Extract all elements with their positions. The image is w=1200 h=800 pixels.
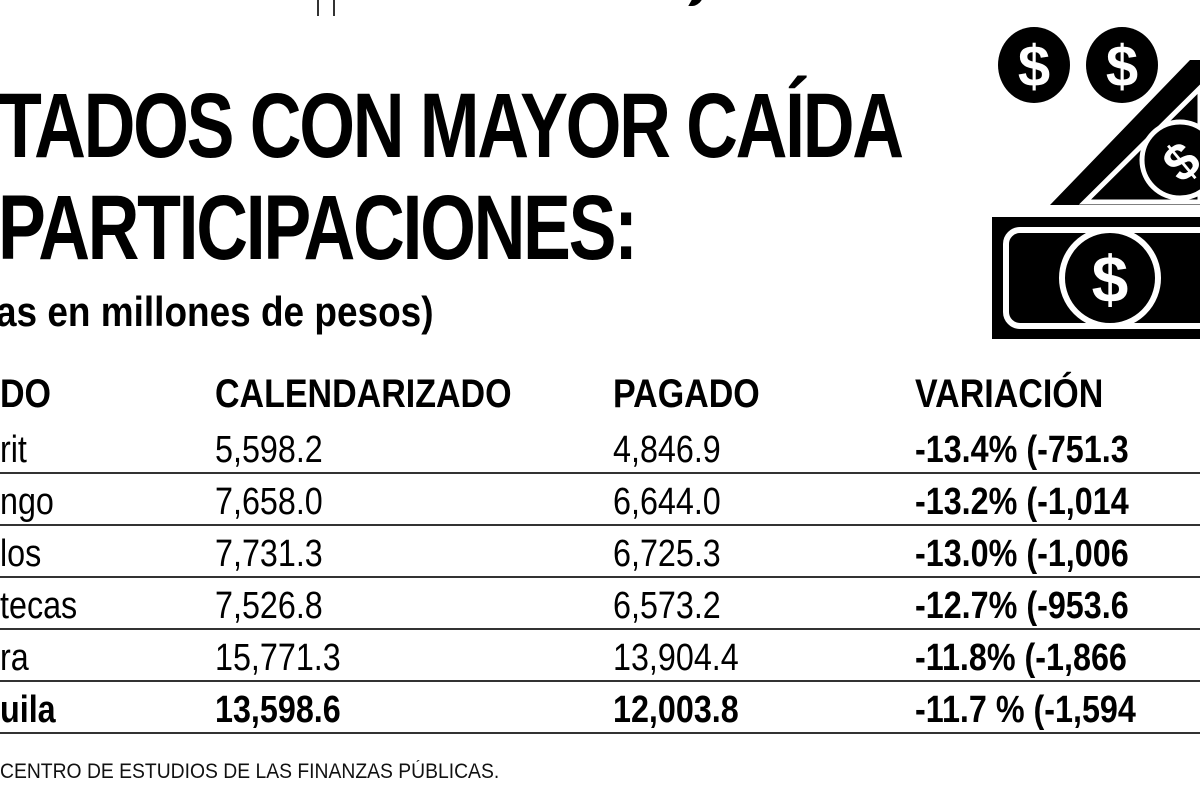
participaciones-table: DO CALENDARIZADO PAGADO VARIACIÓN rit 5,… (0, 355, 1200, 734)
cell-variacion: -13.4% (-751.3 (915, 417, 1200, 474)
cell-variacion: -13.2% (-1,014 (915, 473, 1200, 526)
cell-estado: tecas (0, 577, 215, 630)
decorative-line (333, 0, 335, 16)
table-row: los 7,731.3 6,725.3 -13.0% (-1,006 (0, 525, 1200, 578)
cell-variacion: -12.7% (-953.6 (915, 577, 1200, 630)
cell-estado: rit (0, 417, 215, 474)
table-row: uila 13,598.6 12,003.8 -11.7 % (-1,594 (0, 681, 1200, 734)
money-decrease-icon: $ $ $ $ (992, 27, 1200, 339)
cell-variacion: -11.7 % (-1,594 (915, 681, 1200, 734)
cell-estado: los (0, 525, 215, 578)
decorative-mark (688, 0, 702, 6)
cell-pagado: 12,003.8 (613, 681, 915, 734)
cell-calendarizado: 7,658.0 (215, 473, 613, 526)
cell-calendarizado: 5,598.2 (215, 417, 613, 474)
cell-pagado: 6,644.0 (613, 473, 915, 526)
svg-text:$: $ (1106, 34, 1138, 99)
table-row: rit 5,598.2 4,846.9 -13.4% (-751.3 (0, 417, 1200, 474)
table-row: tecas 7,526.8 6,573.2 -12.7% (-953.6 (0, 577, 1200, 630)
cell-calendarizado: 13,598.6 (215, 681, 613, 734)
table-row: ngo 7,658.0 6,644.0 -13.2% (-1,014 (0, 473, 1200, 526)
cell-variacion: -11.8% (-1,866 (915, 629, 1200, 682)
cell-pagado: 4,846.9 (613, 417, 915, 474)
table-row: ra 15,771.3 13,904.4 -11.8% (-1,866 (0, 629, 1200, 682)
svg-text:$: $ (1092, 242, 1129, 316)
cell-estado: ra (0, 629, 215, 682)
cell-calendarizado: 7,731.3 (215, 525, 613, 578)
title-line-1: TADOS CON MAYOR CAÍDA (0, 75, 904, 177)
cell-pagado: 6,573.2 (613, 577, 915, 630)
cell-variacion: -13.0% (-1,006 (915, 525, 1200, 578)
cell-calendarizado: 7,526.8 (215, 577, 613, 630)
cell-pagado: 13,904.4 (613, 629, 915, 682)
decorative-line (317, 0, 319, 16)
column-header-pagado: PAGADO (613, 372, 760, 416)
column-header-calendarizado: CALENDARIZADO (215, 372, 512, 416)
cell-estado: uila (0, 681, 215, 734)
cell-calendarizado: 15,771.3 (215, 629, 613, 682)
cell-estado: ngo (0, 473, 215, 526)
source-note: CENTRO DE ESTUDIOS DE LAS FINANZAS PÚBLI… (0, 760, 500, 783)
subtitle: as en millones de pesos) (0, 288, 434, 335)
column-header-variacion: VARIACIÓN (915, 372, 1104, 416)
svg-text:$: $ (1018, 34, 1050, 99)
column-header-estado: DO (0, 372, 51, 416)
table-header-row: DO CALENDARIZADO PAGADO VARIACIÓN (0, 355, 1200, 417)
title-line-2: PARTICIPACIONES: (0, 177, 638, 279)
cell-pagado: 6,725.3 (613, 525, 915, 578)
